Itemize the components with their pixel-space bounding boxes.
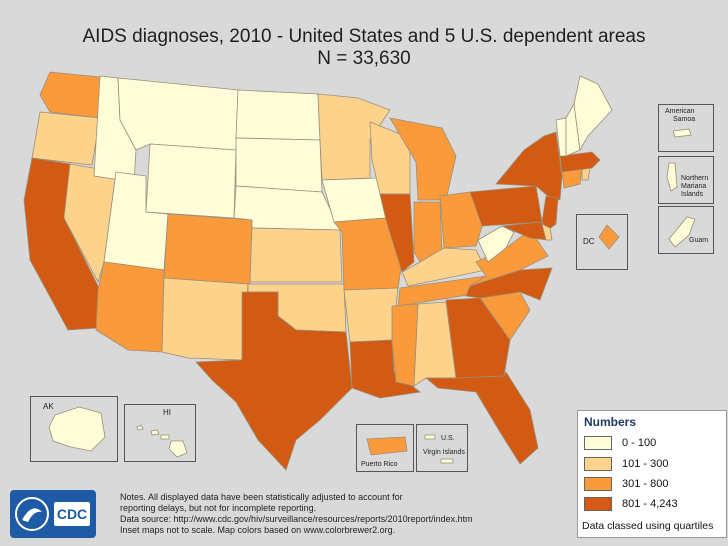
legend-label: 801 - 4,243 [622,497,678,510]
state-VA [469,229,549,287]
guam-shape [668,216,696,248]
inset-as-line2: Samoa [673,116,696,123]
inset-american-samoa: American Samoa [658,104,714,152]
state-IL [379,193,415,273]
legend-swatch [584,456,612,471]
legend-label: 301 - 800 [622,477,669,490]
state-NY [495,131,563,201]
state-PA [469,185,543,227]
inset-vi-line2: Virgin Islands [423,449,465,456]
inset-northern-mariana: Northern Mariana Islands [658,156,714,204]
legend-row: 801 - 4,243 [584,495,678,511]
legend-swatch [584,435,612,450]
notes: Notes. All displayed data have been stat… [120,492,473,536]
american-samoa-shape [672,128,692,138]
state-SD [235,137,323,193]
inset-hawaii-label: HI [163,408,171,417]
state-DE [541,223,553,241]
inset-alaska: AK [30,396,118,462]
state-AR [343,287,399,343]
state-KY [401,247,487,287]
northern-mariana-shape [666,162,678,192]
notes-line: Inset maps not to scale. Map colors base… [120,525,396,535]
state-MS [391,303,419,387]
state-NM [161,277,249,361]
notes-line: reporting delays, but not for incomplete… [120,503,317,513]
legend-row: 0 - 100 [584,434,657,450]
state-ND [235,89,321,141]
legend-row: 101 - 300 [584,455,669,471]
legend-note: Data classed using quartiles [582,520,714,532]
inset-nmi-line1: Northern [681,175,709,182]
state-TX [195,291,353,471]
legend: Numbers 0 - 100 101 - 300 301 - 800 801 … [577,410,727,538]
inset-nmi-line3: Islands [681,191,704,198]
inset-vi-line1: U.S. [441,435,455,442]
inset-dc: DC [576,214,628,270]
inset-virgin-islands: U.S. Virgin Islands [416,424,468,472]
inset-puerto-rico-label: Puerto Rico [361,461,398,468]
legend-row: 301 - 800 [584,475,669,491]
state-MA [559,151,601,173]
state-AZ [95,261,165,353]
state-WY [145,143,237,219]
inset-guam: Guam [658,206,714,254]
state-MN [317,93,391,181]
state-WV [477,225,515,263]
state-FL [424,371,539,465]
puerto-rico-shape [366,436,408,456]
inset-guam-label: Guam [689,237,709,244]
inset-puerto-rico: Puerto Rico [356,424,414,472]
legend-label: 101 - 300 [622,457,669,470]
hhs-eagle-icon [15,497,90,531]
state-CO [163,213,253,285]
state-RI [581,167,591,181]
map-title: AIDS diagnoses, 2010 - United States and… [82,26,646,47]
map-subtitle: N = 33,630 [317,48,411,69]
notes-line: Notes. All displayed data have been stat… [120,492,403,502]
legend-label: 0 - 100 [622,436,657,449]
cdc-logo-text: CDC [56,506,88,522]
alaska-shape [48,406,106,452]
dc-shape [598,224,620,250]
state-ME [573,75,613,152]
inset-dc-label: DC [583,237,595,246]
state-MT [117,77,239,151]
inset-nmi-line2: Mariana [681,183,707,190]
virgin-islands-shape [424,434,454,464]
inset-as-line1: American [665,108,695,115]
state-NC [465,267,553,301]
inset-hawaii: HI [124,404,196,462]
state-OH [439,191,487,249]
legend-title: Numbers [584,415,637,429]
cdc-logo: CDC [10,490,96,538]
notes-line: Data source: http://www.cdc.gov/hiv/surv… [120,514,473,524]
inset-alaska-label: AK [43,402,54,411]
legend-swatch [584,496,612,511]
state-NJ [541,195,559,231]
hawaii-shape [136,424,188,458]
state-KS [249,227,343,283]
legend-swatch [584,476,612,491]
state-OR [31,111,101,166]
